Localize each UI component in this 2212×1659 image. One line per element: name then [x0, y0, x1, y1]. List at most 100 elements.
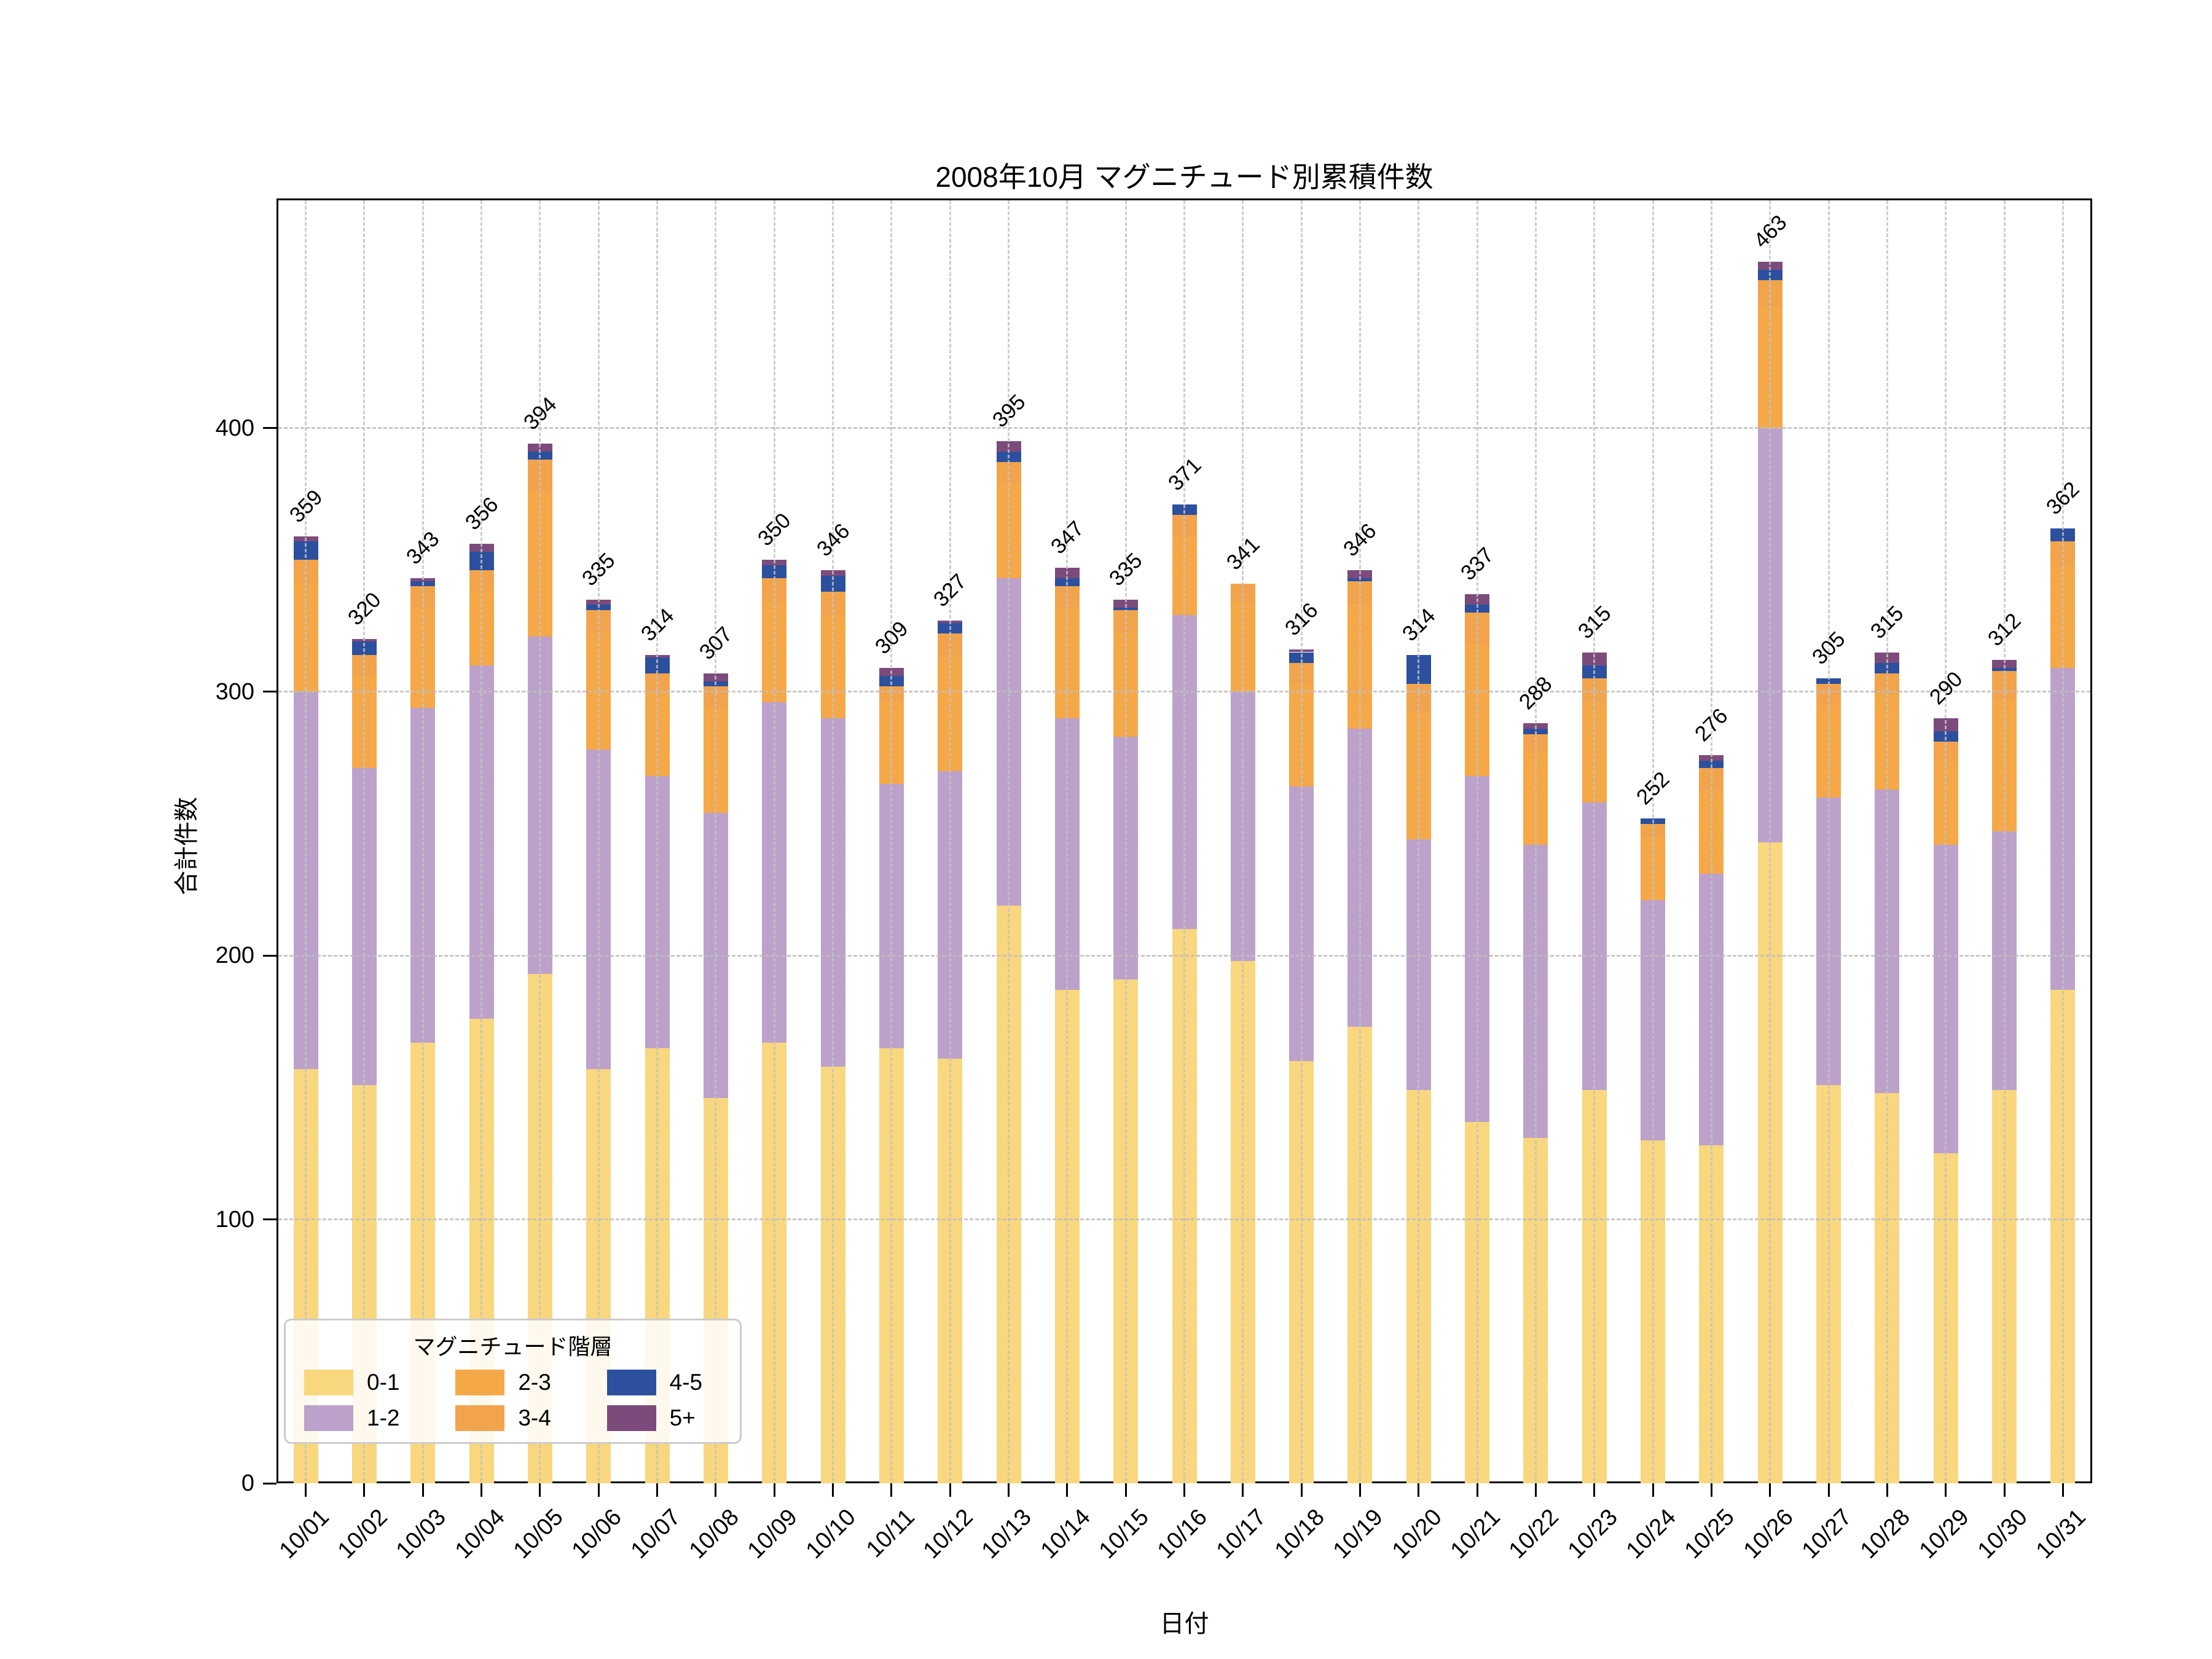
x-tick-mark: [2061, 1483, 2064, 1497]
x-tick-label-text: 10/11: [861, 1504, 920, 1563]
chart-title: 2008年10月 マグニチュード別累積件数: [935, 161, 1433, 193]
x-tick-mark: [480, 1483, 483, 1497]
x-tick-mark: [656, 1483, 659, 1497]
x-tick-mark: [305, 1483, 307, 1497]
x-tick-label-text: 10/06: [567, 1504, 627, 1564]
x-tick-mark: [949, 1483, 951, 1497]
x-tick-mark: [1534, 1483, 1537, 1497]
legend-swatch-1-2: [304, 1405, 353, 1431]
y-tick-mark: [263, 954, 276, 957]
legend-item-5+: 5+: [606, 1405, 721, 1431]
x-tick-mark: [363, 1483, 366, 1497]
y-tick-mark: [263, 1218, 276, 1221]
x-tick-label-text: 10/03: [391, 1504, 451, 1564]
x-tick-mark: [773, 1483, 775, 1497]
x-axis-label: 日付: [1159, 1610, 1209, 1637]
x-tick-mark: [1593, 1483, 1596, 1497]
legend-swatch-3-4: [455, 1405, 505, 1431]
x-tick-mark: [597, 1483, 600, 1497]
v-gridline: [1886, 200, 1888, 1481]
v-gridline: [363, 200, 366, 1481]
y-tick-label: 300: [215, 678, 254, 705]
x-tick-mark: [1827, 1483, 1830, 1497]
x-tick-label-text: 10/31: [2031, 1504, 2092, 1564]
v-gridline: [832, 200, 834, 1481]
v-gridline: [1300, 200, 1303, 1481]
v-gridline: [1183, 200, 1185, 1481]
v-gridline: [1066, 200, 1069, 1481]
x-tick-mark: [1008, 1483, 1010, 1497]
legend-item-2-3: 2-3: [455, 1370, 570, 1395]
y-tick-label: 200: [215, 943, 254, 969]
x-tick-label-text: 10/26: [1738, 1504, 1798, 1564]
legend: マグニチュード階層 0-1 1-2 2-3 3-4 4-5 5+: [284, 1319, 742, 1444]
x-tick-label-text: 10/22: [1504, 1504, 1564, 1564]
x-tick-mark: [1418, 1483, 1420, 1497]
v-gridline: [1476, 200, 1478, 1481]
legend-swatch-5+: [606, 1405, 656, 1431]
legend-label: 0-1: [367, 1370, 400, 1395]
legend-swatch-0-1: [304, 1370, 353, 1395]
x-tick-mark: [1769, 1483, 1771, 1497]
v-gridline: [1418, 200, 1420, 1481]
v-gridline: [890, 200, 893, 1481]
legend-label: 1-2: [367, 1405, 400, 1430]
legend-item-4-5: 4-5: [606, 1370, 721, 1395]
x-tick-label-text: 10/16: [1153, 1504, 1213, 1564]
v-gridline: [1359, 200, 1361, 1481]
v-gridline: [1710, 200, 1712, 1481]
x-tick-label-text: 10/30: [1972, 1504, 2033, 1564]
x-tick-label-text: 10/24: [1621, 1504, 1681, 1564]
y-tick-mark: [263, 1482, 276, 1484]
x-tick-mark: [715, 1483, 717, 1497]
x-tick-label-text: 10/19: [1328, 1504, 1389, 1564]
y-tick-label: 100: [215, 1206, 254, 1233]
v-gridline: [715, 200, 717, 1481]
x-tick-label-text: 10/15: [1094, 1504, 1154, 1564]
x-tick-mark: [2003, 1483, 2006, 1497]
legend-swatch-4-5: [606, 1370, 656, 1395]
x-tick-mark: [1476, 1483, 1478, 1497]
legend-label: 5+: [669, 1405, 696, 1430]
x-tick-mark: [539, 1483, 541, 1497]
x-tick-mark: [890, 1483, 893, 1497]
x-tick-mark: [1886, 1483, 1888, 1497]
v-gridline: [1242, 200, 1244, 1481]
v-gridline: [539, 200, 541, 1481]
x-tick-mark: [1124, 1483, 1127, 1497]
x-tick-label-text: 10/20: [1387, 1504, 1447, 1564]
legend-item-0-1: 0-1: [304, 1370, 418, 1395]
x-tick-mark: [1945, 1483, 1947, 1497]
x-tick-label-text: 10/21: [1445, 1504, 1505, 1564]
legend-item-1-2: 1-2: [304, 1405, 418, 1431]
x-tick-mark: [1242, 1483, 1244, 1497]
x-tick-label-text: 10/28: [1856, 1504, 1916, 1564]
legend-swatch-2-3: [455, 1370, 505, 1395]
x-tick-label-text: 10/25: [1680, 1504, 1740, 1564]
x-tick-label-text: 10/09: [742, 1504, 802, 1564]
v-gridline: [1124, 200, 1127, 1481]
x-tick-mark: [1652, 1483, 1654, 1497]
x-tick-mark: [832, 1483, 834, 1497]
x-tick-label-text: 10/29: [1914, 1504, 1974, 1564]
v-gridline: [656, 200, 659, 1481]
x-tick-mark: [1183, 1483, 1185, 1497]
legend-label: 4-5: [669, 1370, 703, 1395]
y-axis-label: 合計件数: [173, 797, 200, 895]
legend-label: 2-3: [518, 1370, 551, 1395]
v-gridline: [1945, 200, 1947, 1481]
v-gridline: [480, 200, 483, 1481]
x-tick-mark: [422, 1483, 424, 1497]
legend-grid: 0-1 1-2 2-3 3-4 4-5 5+: [304, 1370, 721, 1431]
x-tick-label-text: 10/17: [1211, 1504, 1271, 1564]
x-tick-label-text: 10/18: [1269, 1504, 1330, 1564]
x-tick-label-text: 10/04: [450, 1504, 510, 1564]
x-tick-label-text: 10/01: [274, 1504, 334, 1564]
v-gridline: [2061, 200, 2064, 1481]
x-tick-mark: [1300, 1483, 1303, 1497]
y-tick-mark: [263, 691, 276, 693]
x-tick-label-text: 10/08: [684, 1504, 744, 1564]
y-tick-label: 400: [215, 415, 254, 441]
x-tick-label-text: 10/07: [626, 1504, 686, 1564]
x-tick-label-text: 10/12: [918, 1504, 978, 1564]
